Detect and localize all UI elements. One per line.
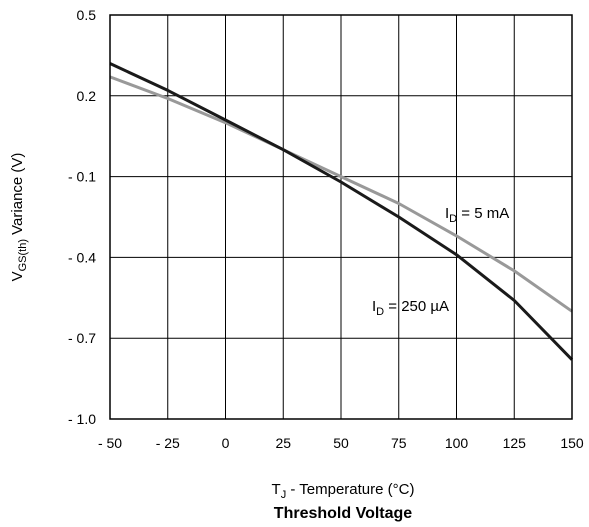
series-label-5ma: ID = 5 mA [445, 205, 509, 225]
x-tick-label: 50 [333, 435, 349, 451]
chart-title: Threshold Voltage [274, 505, 412, 522]
x-tick-label: 0 [222, 435, 230, 451]
x-tick-label: - 25 [156, 435, 180, 451]
x-tick-label: 25 [275, 435, 291, 451]
y-axis-label: VGS(th) Variance (V) [9, 153, 29, 282]
y-tick-label: 0.2 [77, 88, 97, 104]
y-tick-label: - 0.7 [68, 330, 96, 346]
plot-frame [109, 14, 573, 420]
y-tick-labels: 0.5 0.2 - 0.1 - 0.4 - 0.7 - 1.0 [68, 7, 96, 427]
x-tick-label: 75 [391, 435, 407, 451]
y-tick-label: 0.5 [77, 7, 97, 23]
x-tick-labels: - 50 - 25 0 25 50 75 100 125 150 [98, 435, 584, 451]
x-tick-label: 100 [445, 435, 469, 451]
series-line-5ma [109, 75, 573, 313]
x-tick-label: - 50 [98, 435, 122, 451]
y-tick-label: - 1.0 [68, 411, 96, 427]
x-tick-label: 125 [503, 435, 527, 451]
y-tick-label: - 0.1 [68, 169, 96, 185]
series-label-250ua: ID = 250 µA [372, 298, 449, 318]
x-axis-label: TJ - Temperature (°C) [272, 481, 415, 501]
y-tick-label: - 0.4 [68, 249, 96, 265]
series-line-250ua [109, 62, 574, 361]
series-lines [109, 62, 574, 361]
x-tick-label: 150 [560, 435, 584, 451]
